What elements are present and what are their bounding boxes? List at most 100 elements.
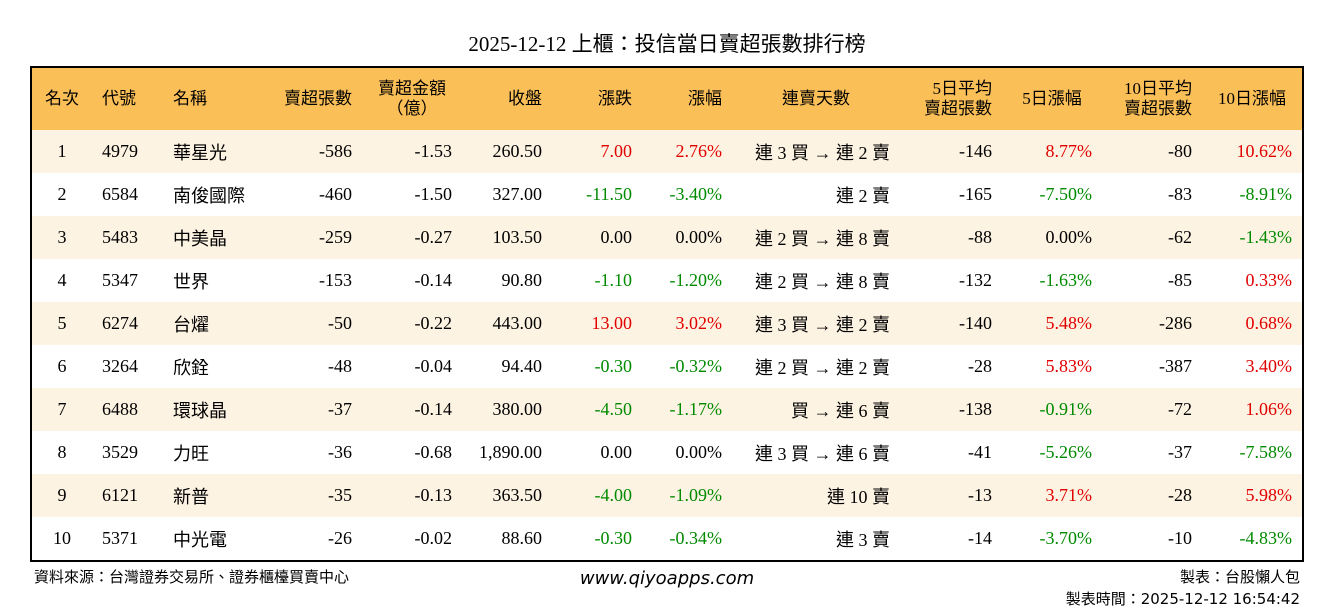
- table-cell: -48: [328, 356, 352, 376]
- table-row: 8 3529 力旺 -36 -0.68 1,890.00 0.00 0.00% 連 3 買 → …: [31, 431, 1303, 474]
- table-cell: 0.00%: [1002, 216, 1102, 259]
- table-cell: 連 3 買 → 連 6 賣: [755, 443, 890, 464]
- table-cell: -259: [262, 216, 362, 259]
- table-cell: 1: [31, 130, 92, 173]
- table-cell: -4.00: [552, 474, 642, 517]
- table-cell: 5347: [102, 270, 138, 290]
- table-cell: 94.40: [501, 356, 543, 376]
- table-cell: -3.70%: [1039, 528, 1093, 548]
- table-cell: -140: [900, 302, 1002, 345]
- table-cell: 南俊國際: [173, 185, 245, 206]
- table-cell: 8: [57, 442, 67, 462]
- table-cell: 3264: [102, 356, 138, 376]
- table-cell: 華星光: [163, 130, 262, 173]
- table-body: 1 4979 華星光 -586 -1.53 260.50 7.00 2.76% 連 3 買 → …: [31, 130, 1303, 561]
- table-cell: 連 3 買 → 連 2 賣: [732, 130, 900, 173]
- table-cell: 363.50: [462, 474, 552, 517]
- table-cell: 327.00: [492, 184, 543, 204]
- table-row: 10 5371 中光電 -26 -0.02 88.60 -0.30 -0.34% 連 3 賣 -1…: [31, 517, 1303, 561]
- table-cell: -0.14: [362, 388, 462, 431]
- table-row: 4 5347 世界 -153 -0.14 90.80 -1.10 -1.20% 連 2 買 → …: [31, 259, 1303, 302]
- table-cell: -586: [262, 130, 362, 173]
- table-cell: 3: [31, 216, 92, 259]
- source-note: 資料來源：台灣證券交易所、證券櫃檯買賣中心: [34, 570, 350, 586]
- table-cell: -37: [1168, 442, 1192, 462]
- header-row: 名次 代號 名稱 賣超張數 賣超金額 （億） 收盤 漲跌 漲幅 連賣天數 5日平均 賣超張數 5日漲…: [31, 67, 1303, 130]
- table-cell: 90.80: [501, 270, 543, 290]
- table-cell: -28: [1102, 474, 1202, 517]
- table-row: 7 6488 環球晶 -37 -0.14 380.00 -4.50 -1.17% 買 → 連 6…: [31, 388, 1303, 431]
- table-cell: 5483: [92, 216, 163, 259]
- table-cell: 6488: [92, 388, 163, 431]
- table-cell: -62: [1102, 216, 1202, 259]
- table-cell: -165: [959, 184, 992, 204]
- table-cell: -28: [968, 356, 992, 376]
- table-cell: 中美晶: [163, 216, 262, 259]
- table-cell: 443.00: [462, 302, 552, 345]
- table-cell: -3.40%: [669, 184, 723, 204]
- table-cell: -80: [1102, 130, 1202, 173]
- table-cell: 7.00: [552, 130, 642, 173]
- table-cell: 4979: [92, 130, 163, 173]
- table-cell: -26: [328, 528, 352, 548]
- table-cell: -11.50: [586, 184, 632, 204]
- table-cell: -36: [328, 442, 352, 462]
- table-cell: -7.58%: [1239, 442, 1293, 462]
- table-cell: 260.50: [462, 130, 552, 173]
- table-cell: 8.77%: [1002, 130, 1102, 173]
- table-cell: 3.40%: [1245, 356, 1293, 376]
- table-cell: 13.00: [552, 302, 642, 345]
- table-row: 5 6274 台燿 -50 -0.22 443.00 13.00 3.02% 連 3 買 → 連…: [31, 302, 1303, 345]
- table-cell: 380.00: [462, 388, 552, 431]
- table-cell: -14: [968, 528, 992, 548]
- table-cell: 2.76%: [642, 130, 732, 173]
- table-cell: 5.48%: [1002, 302, 1102, 345]
- table-cell: 連 2 買 → 連 8 賣: [732, 216, 900, 259]
- table-cell: -153: [319, 270, 352, 290]
- table-cell: -41: [968, 442, 992, 462]
- table-cell: -72: [1102, 388, 1202, 431]
- table-cell: 連 2 賣: [836, 185, 890, 206]
- table-cell: -4.50: [552, 388, 642, 431]
- table-cell: 0.00%: [642, 216, 732, 259]
- table-cell: 新普: [163, 474, 262, 517]
- table-cell: -0.91%: [1002, 388, 1102, 431]
- header-cell: 連賣天數: [732, 67, 900, 130]
- table-cell: -1.10: [594, 270, 633, 290]
- table-row: 2 6584 南俊國際 -460 -1.50 327.00 -11.50 -3.40% 連 2 …: [31, 173, 1303, 216]
- header-cell: 代號: [92, 67, 163, 130]
- table-cell: -88: [900, 216, 1002, 259]
- header-cell: 賣超金額 （億）: [362, 67, 462, 130]
- table-cell: -1.50: [414, 184, 453, 204]
- table-cell: -0.34%: [669, 528, 723, 548]
- header-cell: 漲跌: [552, 67, 642, 130]
- table-cell: -0.02: [414, 528, 453, 548]
- timestamp: 製表時間：2025-12-12 16:54:42: [1065, 590, 1300, 608]
- table-cell: -35: [262, 474, 362, 517]
- table-cell: 0.00: [600, 442, 633, 462]
- header-cell: 漲幅: [642, 67, 732, 130]
- table-cell: -4.83%: [1239, 528, 1293, 548]
- table-cell: 2: [57, 184, 67, 204]
- table-row: 9 6121 新普 -35 -0.13 363.50 -4.00 -1.09% 連 10 賣 -1…: [31, 474, 1303, 517]
- table-cell: -0.27: [362, 216, 462, 259]
- table-cell: -5.26%: [1039, 442, 1093, 462]
- header-cell: 收盤: [462, 67, 552, 130]
- table-cell: 6: [57, 356, 67, 376]
- ranking-table: 名次 代號 名稱 賣超張數 賣超金額 （億） 收盤 漲跌 漲幅 連賣天數 5日平均 賣超張數 5日漲…: [30, 66, 1304, 562]
- site-url: www.qiyoapps.com: [579, 568, 755, 589]
- table-cell: 5.98%: [1202, 474, 1303, 517]
- table-cell: 88.60: [501, 528, 543, 548]
- table-cell: -0.13: [362, 474, 462, 517]
- maker-note: 製表：台股懶人包: [1179, 570, 1300, 586]
- table-row: 3 5483 中美晶 -259 -0.27 103.50 0.00 0.00% 連 2 買 → …: [31, 216, 1303, 259]
- header-cell: 名次: [31, 67, 92, 130]
- table-cell: -1.17%: [642, 388, 732, 431]
- table-cell: 6274: [92, 302, 163, 345]
- table-cell: 0.68%: [1202, 302, 1303, 345]
- table-cell: 連 3 買 → 連 2 賣: [732, 302, 900, 345]
- table-cell: 0.33%: [1245, 270, 1293, 290]
- table-cell: 9: [31, 474, 92, 517]
- table-cell: -7.50%: [1039, 184, 1093, 204]
- table-cell: 環球晶: [163, 388, 262, 431]
